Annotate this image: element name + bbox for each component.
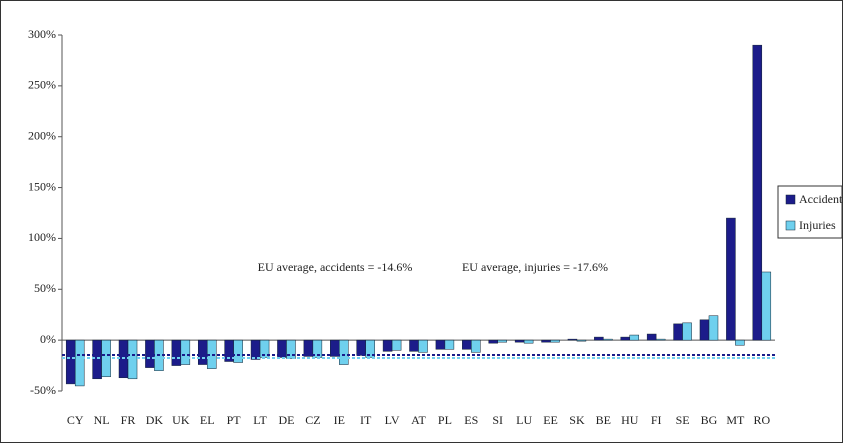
x-tick-label: PL (438, 413, 452, 427)
y-tick-label: 150% (28, 179, 56, 193)
x-tick-label: ES (464, 413, 478, 427)
bar (567, 338, 578, 341)
bar (682, 322, 692, 341)
bar (409, 339, 419, 352)
x-tick-label: IE (334, 413, 345, 427)
bar (550, 339, 560, 343)
bar (382, 339, 393, 352)
x-tick-label: HU (621, 413, 639, 427)
x-tick-label: BE (596, 413, 611, 427)
x-tick-label: IT (360, 413, 372, 427)
x-tick-label: NL (94, 413, 110, 427)
bar (541, 339, 551, 343)
bar (391, 339, 402, 351)
x-tick-label: DK (146, 413, 164, 427)
legend-swatch (785, 194, 796, 205)
average-label: EU average, accidents = -14.6% (258, 260, 413, 274)
y-tick-label: 300% (28, 27, 56, 41)
bar (673, 323, 683, 341)
bar (339, 339, 349, 365)
bar (197, 339, 208, 365)
bar (444, 339, 455, 350)
bar (708, 315, 719, 341)
bar (180, 339, 191, 365)
x-tick-label: SE (676, 413, 690, 427)
bar (523, 339, 534, 344)
legend-label: Injuries (799, 218, 836, 232)
bar (233, 339, 243, 363)
bar (74, 339, 85, 387)
bar (603, 338, 613, 341)
bar (752, 44, 763, 341)
bar (462, 339, 472, 350)
bar (699, 319, 710, 341)
x-tick-label: UK (172, 413, 190, 427)
bar (629, 334, 640, 341)
bar (65, 339, 76, 385)
y-tick-label: 100% (28, 230, 56, 244)
bar (286, 339, 296, 359)
x-tick-label: CZ (305, 413, 320, 427)
y-tick-label: 250% (28, 78, 56, 92)
legend-swatch (785, 220, 796, 231)
y-tick-label: 200% (28, 128, 56, 142)
bar (330, 339, 340, 357)
bar (514, 339, 525, 343)
x-tick-label: MT (726, 413, 745, 427)
bar (171, 339, 182, 366)
bar (145, 339, 155, 368)
bar (576, 339, 587, 342)
bar (92, 339, 102, 380)
x-tick-label: SK (569, 413, 585, 427)
bar (497, 339, 507, 343)
x-tick-label: CY (67, 413, 84, 427)
bar (101, 339, 111, 378)
bar (620, 336, 631, 341)
bar (655, 338, 666, 341)
x-tick-label: DE (278, 413, 294, 427)
bar (365, 339, 375, 358)
bar (761, 271, 772, 341)
bar (418, 339, 428, 353)
bar (726, 217, 736, 341)
x-tick-label: BG (701, 413, 718, 427)
x-tick-label: LV (385, 413, 400, 427)
bar (488, 339, 498, 344)
legend-label: Accidents (799, 192, 843, 206)
x-tick-label: LU (516, 413, 532, 427)
bar (646, 333, 657, 341)
y-tick-label: -50% (30, 383, 56, 397)
x-tick-label: AT (411, 413, 426, 427)
x-tick-label: FR (121, 413, 136, 427)
average-label: EU average, injuries = -17.6% (462, 260, 608, 274)
y-tick-label: 50% (34, 281, 56, 295)
bar (735, 339, 745, 346)
x-tick-label: PT (227, 413, 242, 427)
bar (435, 339, 446, 350)
bar (356, 339, 366, 356)
x-tick-label: SI (492, 413, 503, 427)
bar (127, 339, 138, 380)
bar (594, 336, 604, 341)
y-tick-label: 0% (40, 332, 56, 346)
bar (250, 339, 261, 360)
x-tick-label: LT (253, 413, 267, 427)
legend-box (777, 185, 843, 239)
x-tick-label: EE (543, 413, 558, 427)
x-tick-label: EL (200, 413, 215, 427)
bar (471, 339, 481, 353)
bar (303, 339, 314, 357)
x-tick-label: RO (753, 413, 770, 427)
x-tick-label: FI (651, 413, 662, 427)
